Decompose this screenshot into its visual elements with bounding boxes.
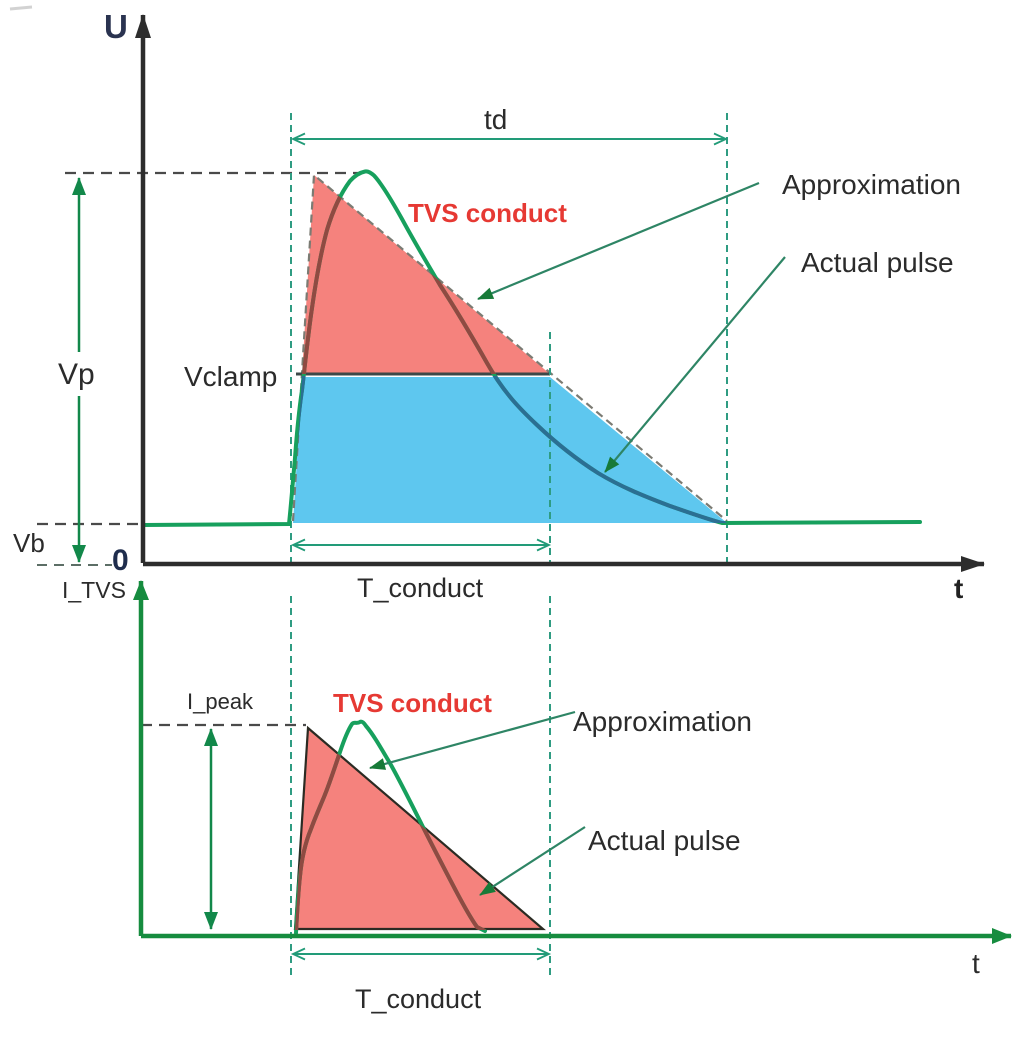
svg-text:Approximation: Approximation bbox=[573, 706, 752, 737]
svg-text:Actual pulse: Actual pulse bbox=[801, 247, 954, 278]
svg-text:0: 0 bbox=[112, 544, 129, 577]
svg-text:I_TVS: I_TVS bbox=[62, 577, 126, 603]
svg-text:U: U bbox=[104, 8, 128, 45]
svg-text:td: td bbox=[484, 104, 507, 135]
svg-text:T_conduct: T_conduct bbox=[357, 573, 484, 603]
svg-text:t: t bbox=[954, 573, 963, 604]
svg-text:TVS conduct: TVS conduct bbox=[408, 198, 567, 228]
svg-text:Vb: Vb bbox=[13, 528, 45, 558]
svg-text:Approximation: Approximation bbox=[782, 169, 961, 200]
svg-text:Vp: Vp bbox=[58, 358, 95, 391]
svg-text:t: t bbox=[972, 948, 980, 979]
svg-text:I_peak: I_peak bbox=[187, 689, 254, 714]
svg-text:TVS conduct: TVS conduct bbox=[333, 688, 492, 718]
svg-text:Actual pulse: Actual pulse bbox=[588, 825, 741, 856]
svg-text:Vclamp: Vclamp bbox=[184, 361, 277, 392]
svg-text:T_conduct: T_conduct bbox=[355, 984, 482, 1014]
